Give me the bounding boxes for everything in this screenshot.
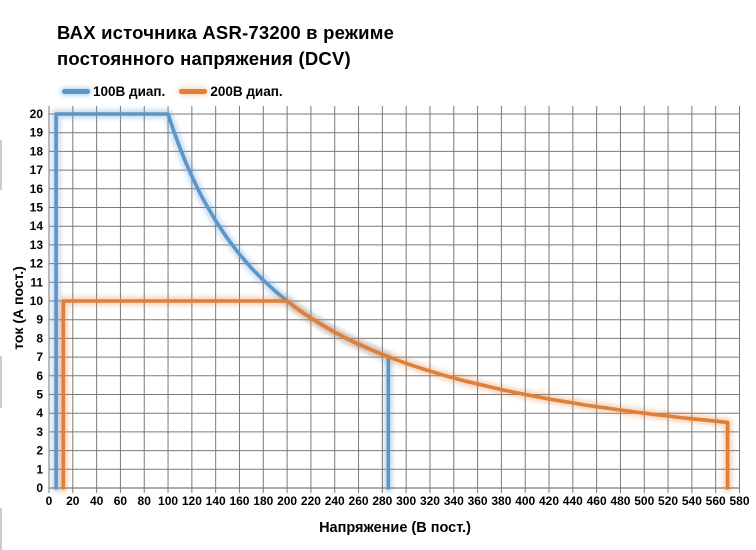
- y-tick-label: 2: [36, 444, 43, 458]
- x-tick-label: 380: [491, 494, 511, 508]
- x-tick-label: 540: [682, 494, 702, 508]
- x-tick-label: 140: [206, 494, 226, 508]
- x-tick-label: 40: [90, 494, 104, 508]
- series-layer: [51, 109, 733, 493]
- x-tick-label: 160: [229, 494, 249, 508]
- y-tick-label: 18: [30, 144, 44, 158]
- x-tick-label: 500: [634, 494, 654, 508]
- chart-title: ВАХ источника ASR-73200 в режиме постоян…: [57, 20, 394, 72]
- legend-item-100v[interactable]: 100В диап.: [62, 84, 165, 99]
- legend-label-200v: 200В диап.: [210, 84, 283, 99]
- x-tick-label: 520: [658, 494, 678, 508]
- x-tick-label: 80: [138, 494, 152, 508]
- legend-item-200v[interactable]: 200В диап.: [179, 84, 283, 99]
- x-tick-label: 200: [277, 494, 297, 508]
- chart-title-line1: ВАХ источника ASR-73200 в режиме: [57, 22, 395, 43]
- window-edge-artifact: [0, 140, 2, 190]
- y-tick-label: 0: [36, 481, 43, 495]
- legend-swatch-blue: [62, 89, 90, 94]
- legend-swatch-orange: [179, 89, 208, 94]
- y-tick-label: 11: [30, 275, 43, 289]
- x-tick-label: 180: [253, 494, 273, 508]
- window-edge-artifact: [0, 356, 2, 408]
- x-tick-label: 400: [515, 494, 535, 508]
- chart-title-line2: постоянного напряжения (DCV): [57, 48, 351, 69]
- y-tick-label: 15: [30, 201, 44, 215]
- legend: 100В диап. 200В диап.: [62, 84, 283, 99]
- x-tick-label: 240: [325, 494, 345, 508]
- y-tick-label: 9: [36, 313, 43, 327]
- x-tick-label: 300: [396, 494, 416, 508]
- tick-labels: 0 20 40 60 80 100 120 140 160 180 200 220 240 260 280 3…: [30, 107, 750, 508]
- x-tick-label: 340: [444, 494, 464, 508]
- x-tick-label: 260: [349, 494, 369, 508]
- x-tick-label: 20: [66, 494, 80, 508]
- x-tick-label: 440: [563, 494, 583, 508]
- y-tick-label: 17: [30, 163, 44, 177]
- x-tick-label: 420: [539, 494, 559, 508]
- window-edge-artifact: [0, 508, 2, 550]
- x-tick-label: 220: [301, 494, 321, 508]
- y-tick-label: 1: [36, 462, 43, 476]
- x-tick-label: 120: [182, 494, 202, 508]
- y-tick-label: 19: [30, 126, 44, 140]
- y-tick-label: 14: [30, 219, 44, 233]
- y-tick-label: 8: [36, 331, 43, 345]
- x-tick-label: 320: [420, 494, 440, 508]
- x-tick-label: 480: [610, 494, 630, 508]
- series-line-200v: [61, 299, 730, 490]
- y-tick-label: 12: [30, 257, 44, 271]
- y-tick-label: 4: [36, 406, 43, 420]
- x-tick-label: 560: [706, 494, 726, 508]
- y-tick-label: 10: [30, 294, 44, 308]
- legend-label-100v: 100В диап.: [93, 84, 166, 99]
- y-tick-label: 20: [30, 107, 44, 121]
- y-tick-label: 7: [36, 350, 43, 364]
- x-axis-title: Напряжение (В пост.): [319, 520, 471, 536]
- x-tick-label: 580: [729, 494, 749, 508]
- y-axis-title: ток (А пост.): [10, 266, 26, 350]
- x-tick-label: 0: [46, 494, 53, 508]
- x-tick-label: 280: [372, 494, 392, 508]
- x-tick-label: 100: [158, 494, 178, 508]
- y-tick-label: 6: [36, 369, 43, 383]
- y-tick-label: 16: [30, 182, 44, 196]
- y-tick-label: 5: [36, 388, 43, 402]
- x-tick-label: 60: [114, 494, 128, 508]
- y-tick-label: 13: [30, 238, 44, 252]
- y-tick-label: 3: [36, 425, 43, 439]
- x-tick-label: 460: [587, 494, 607, 508]
- x-tick-label: 360: [468, 494, 488, 508]
